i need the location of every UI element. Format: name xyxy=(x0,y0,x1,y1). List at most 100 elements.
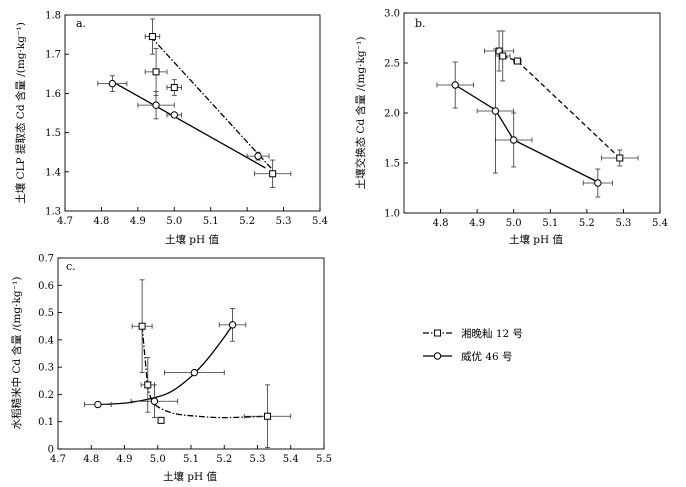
panel-b-data-points xyxy=(436,30,639,198)
panel-a-x-axis-label: 土壤 pH 值 xyxy=(165,233,220,246)
panel-b-y-tick-label: 1.0 xyxy=(384,209,400,220)
panel-b-y-ticks: 1.0 1.5 2.0 2.5 3.0 xyxy=(384,9,408,220)
panel-c-x-tick-label: 4.9 xyxy=(117,454,133,465)
panel-c-y-tick-label: 0 xyxy=(48,445,54,456)
panel-c-y-tick-label: 0.2 xyxy=(38,390,54,401)
panel-c-x-tick-label: 5.4 xyxy=(283,454,299,465)
panel-c-point-weiyou46 xyxy=(150,397,159,405)
panel-a-point-xiangwanxian12 xyxy=(148,33,156,41)
panel-c-fit-line-weiyou46 xyxy=(97,324,234,406)
panel-a-fit-line-weiyou46 xyxy=(112,81,266,169)
panel-c-y-tick-label: 0.1 xyxy=(38,417,54,428)
panel-a-x-tick-label: 4.8 xyxy=(93,216,109,227)
panel-c-point-xiangwanxian12 xyxy=(144,381,152,389)
panel-c-point-weiyou46 xyxy=(94,400,102,409)
panel-c-point-xiangwanxian12 xyxy=(263,412,271,420)
panel-c-point-weiyou46 xyxy=(190,368,199,377)
panel-b-label: b. xyxy=(415,17,426,30)
panel-a-y-tick-label: 1.4 xyxy=(45,167,61,178)
panel-c-label: c. xyxy=(66,260,76,273)
panel-b-x-axis-label: 土壤 pH 值 xyxy=(509,233,564,246)
legend-entry-0: 湘晚籼 12 号 xyxy=(423,327,523,340)
panel-a-y-tick-label: 1.5 xyxy=(45,128,61,139)
panel-a-y-tick-label: 1.7 xyxy=(45,50,61,61)
panel-c-y-tick-label: 0.7 xyxy=(38,254,54,265)
panel-c-data-points xyxy=(84,279,292,449)
panel-a-point-weiyou46 xyxy=(152,101,160,109)
panel-a-y-tick-label: 1.8 xyxy=(45,11,61,22)
legend-label-0: 湘晚籼 12 号 xyxy=(461,327,523,340)
panel-a-data-points xyxy=(97,18,292,188)
panel-a-fit-line-xiangwanxian12 xyxy=(150,36,274,171)
legend-square-marker xyxy=(434,329,441,337)
panel-b-y-tick-label: 3.0 xyxy=(384,9,400,20)
panel-a-point-xiangwanxian12 xyxy=(269,170,277,178)
panel-b-y-tick-label: 2.0 xyxy=(384,109,400,120)
panel-b-point-xiangwanxian12 xyxy=(495,47,503,55)
panel-b-point-xiangwanxian12 xyxy=(513,57,521,65)
panel-a-point-xiangwanxian12 xyxy=(170,84,178,92)
panel-c-point-xiangwanxian12 xyxy=(157,416,165,424)
panel-b-y-tick-label: 2.5 xyxy=(384,59,400,70)
panel-a-point-weiyou46 xyxy=(254,152,262,160)
panel-b-x-tick-label: 5.4 xyxy=(652,218,668,229)
legend-label-1: 威优 46 号 xyxy=(461,350,513,363)
panel-a-x-tick-label: 5.3 xyxy=(276,216,292,227)
panel-a-x-tick-label: 5.0 xyxy=(166,216,182,227)
panel-c-y-tick-label: 0.5 xyxy=(38,308,54,319)
legend-circle-marker xyxy=(433,352,442,360)
panel-b-y-tick-label: 1.5 xyxy=(384,159,400,170)
panel-a-y-tick-label: 1.6 xyxy=(45,89,61,100)
panel-a-y-ticks: 1.3 1.4 1.5 1.6 1.7 1.8 xyxy=(45,11,69,218)
panel-b-x-tick-label: 5.3 xyxy=(615,218,631,229)
panel-c-y-tick-label: 0.6 xyxy=(38,281,54,292)
panel-c-x-tick-label: 4.8 xyxy=(83,454,99,465)
panel-a-label: a. xyxy=(76,17,86,30)
panel-c-x-tick-label: 5.0 xyxy=(150,454,166,465)
panel-b-fit-line-weiyou46 xyxy=(454,84,599,183)
panel-b-point-xiangwanxian12 xyxy=(616,154,624,162)
panel-a-y-tick-label: 1.3 xyxy=(45,207,61,218)
panel-c-point-xiangwanxian12 xyxy=(138,322,146,330)
panel-c-x-tick-label: 4.7 xyxy=(50,454,66,465)
panel-a-x-tick-label: 5.4 xyxy=(312,216,328,227)
panel-b-point-xiangwanxian12 xyxy=(499,52,507,60)
panel-c-x-tick-label: 5.2 xyxy=(216,454,232,465)
panel-c-x-ticks: 4.7 4.8 4.9 5.0 5.1 5.2 5.3 5.4 5.5 xyxy=(50,445,332,465)
panel-b-fit-lines xyxy=(454,55,621,183)
panel-b-point-weiyou46 xyxy=(451,81,459,89)
panel-c-y-ticks: 0 0.1 0.2 0.3 0.4 0.5 0.6 0.7 xyxy=(38,254,62,456)
panel-a-x-ticks: 4.7 4.8 4.9 5.0 5.1 5.2 5.3 5.4 xyxy=(57,207,328,227)
panel-b-x-tick-label: 5.2 xyxy=(579,218,595,229)
panel-a-x-tick-label: 5.2 xyxy=(239,216,255,227)
panel-b-y-axis-label: 土壤交换态 Cd 含量 /(mg·kg⁻¹) xyxy=(354,37,367,190)
panel-b-x-ticks: 4.8 4.9 5.0 5.1 5.2 5.3 5.4 xyxy=(433,209,668,229)
panel-a-x-tick-label: 4.7 xyxy=(57,216,73,227)
panel-c-fit-lines xyxy=(97,324,268,419)
panel-c-x-tick-label: 5.5 xyxy=(316,454,332,465)
panel-c-y-tick-label: 0.4 xyxy=(38,335,54,346)
panel-a-fit-lines xyxy=(112,36,274,171)
panel-b-x-tick-label: 5.0 xyxy=(506,218,522,229)
panel-b-point-weiyou46 xyxy=(491,107,500,115)
panel-c-chart: c. 土壤 pH 值 水稻糙米中 Cd 含量 /(mg·kg⁻¹) 4.7 4.8… xyxy=(10,254,332,484)
panel-b-x-tick-label: 4.8 xyxy=(433,218,449,229)
panel-a-point-weiyou46 xyxy=(108,79,117,88)
panel-c-point-weiyou46 xyxy=(228,321,237,329)
panel-a-point-xiangwanxian12 xyxy=(152,68,160,76)
panel-a-x-tick-label: 4.9 xyxy=(130,216,146,227)
panel-c-x-tick-label: 5.3 xyxy=(250,454,266,465)
panel-b-chart: b. 土壤 pH 值 土壤交换态 Cd 含量 /(mg·kg⁻¹) 4.8 4.9… xyxy=(354,9,668,247)
panel-c-y-axis-label: 水稻糙米中 Cd 含量 /(mg·kg⁻¹) xyxy=(10,277,23,430)
panel-b-plot-frame xyxy=(403,12,661,214)
panel-a-y-axis-label: 土壤 CLP 提取态 Cd 含量 /(mg·kg⁻¹) xyxy=(14,22,27,204)
panel-b-x-tick-label: 4.9 xyxy=(469,218,485,229)
panel-b-point-weiyou46 xyxy=(510,136,518,144)
legend: 湘晚籼 12 号 威优 46 号 xyxy=(423,327,523,363)
panel-b-x-tick-label: 5.1 xyxy=(542,218,558,229)
panel-a-plot-frame xyxy=(64,14,321,212)
panel-c-x-axis-label: 土壤 pH 值 xyxy=(163,470,218,483)
panel-c-plot-frame xyxy=(57,257,325,450)
panel-b-point-weiyou46 xyxy=(594,179,602,187)
